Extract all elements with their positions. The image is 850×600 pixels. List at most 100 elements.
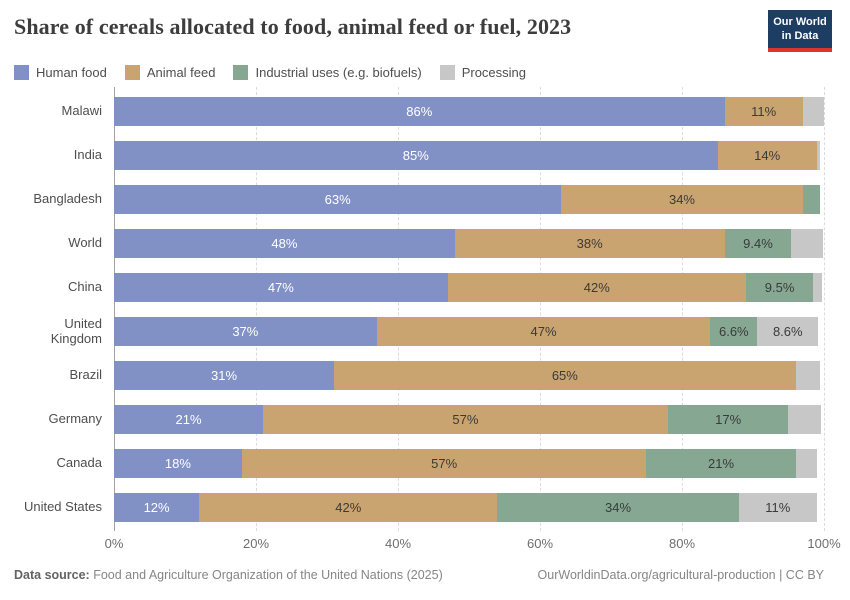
bar-value-label: 42% (335, 500, 362, 516)
bar-value-label: 6.6% (718, 324, 749, 340)
bar-value-label: 63% (324, 192, 351, 208)
category-label: India (73, 147, 102, 163)
category-label: Bangladesh (33, 191, 102, 207)
bar-row: China 47% 42% 9.5% (14, 266, 824, 310)
category-label: World (68, 235, 102, 251)
category-label: Malawi (61, 103, 102, 119)
bar-segment[interactable]: 47% (376, 317, 711, 347)
legend: Human food Animal feed Industrial uses (e.… (14, 64, 832, 80)
bar-track: 47% 42% 9.5% (114, 273, 824, 303)
bar-row: Germany 21% 57% 17% (14, 398, 824, 442)
bar-value-label: 9.5% (764, 280, 795, 296)
category-label: Germany (48, 411, 102, 427)
bar-value-label: 37% (232, 324, 259, 340)
bar-row: Canada 18% 57% 21% (14, 442, 824, 486)
category-label: United States (23, 499, 102, 515)
bar-segment[interactable]: 37% (114, 317, 377, 347)
bar-segment[interactable]: 31% (114, 361, 335, 391)
bar-segment[interactable]: 86% (114, 97, 725, 127)
bar-value-label: 65% (551, 368, 578, 384)
grid-overlay (114, 86, 825, 531)
bar-value-label: 14% (754, 148, 781, 164)
legend-item-0[interactable]: Human food (14, 64, 107, 80)
bar-segment[interactable]: 18% (114, 449, 242, 479)
bar-row: United States 12% 42% 34% 11% (14, 486, 824, 530)
bar-segment[interactable] (795, 449, 817, 479)
legend-item-label: Industrial uses (e.g. biofuels) (255, 64, 422, 80)
owid-logo[interactable]: Our World in Data (768, 10, 832, 52)
bar-segment[interactable] (816, 141, 821, 171)
x-tick-label: 60% (526, 535, 554, 551)
bar-value-label: 85% (402, 148, 429, 164)
bar-segment[interactable]: 34% (497, 493, 739, 523)
bar-value-label: 86% (406, 104, 433, 120)
bar-segment[interactable] (791, 229, 823, 259)
legend-swatch-icon (439, 64, 455, 80)
bar-track: 63% 34% (114, 185, 824, 215)
gridline-60 (540, 86, 541, 531)
bar-segment[interactable]: 47% (114, 273, 448, 303)
owid-logo-line1: Our World (773, 16, 827, 28)
bar-segment[interactable]: 8.6% (757, 317, 819, 347)
bar-row: United Kingdom 37% 47% 6.6% 8.6% (14, 310, 824, 354)
bar-segment[interactable]: 38% (454, 229, 725, 259)
bar-segment[interactable]: 9.5% (745, 273, 814, 303)
data-source-label: Data source: (14, 567, 90, 582)
bar-segment[interactable]: 14% (717, 141, 817, 171)
bar-segment[interactable] (788, 405, 822, 435)
legend-item-3[interactable]: Processing (439, 64, 526, 80)
bar-segment[interactable]: 34% (561, 185, 803, 215)
bar-row: India 85% 14% (14, 134, 824, 178)
gridline-40 (398, 86, 399, 531)
bar-value-label: 34% (605, 500, 632, 516)
bar-segment[interactable]: 63% (114, 185, 562, 215)
bar-segment[interactable]: 48% (114, 229, 455, 259)
bar-track: 21% 57% 17% (114, 405, 824, 435)
x-tick-label: 0% (104, 535, 124, 551)
data-source-text: Food and Agriculture Organization of the… (93, 567, 443, 582)
bar-segment[interactable]: 6.6% (710, 317, 758, 347)
data-source: Data source: Food and Agriculture Organi… (14, 568, 443, 582)
y-axis-line (114, 86, 115, 531)
bar-value-label: 47% (530, 324, 557, 340)
bar-segment[interactable]: 85% (114, 141, 718, 171)
bar-segment[interactable]: 12% (114, 493, 200, 523)
bar-track: 31% 65% (114, 361, 824, 391)
chart-footer: Data source: Food and Agriculture Organi… (14, 568, 824, 582)
category-label: United Kingdom (50, 316, 102, 346)
bar-value-label: 9.4% (743, 236, 773, 252)
chart-header: Share of cereals allocated to food, anim… (0, 0, 850, 52)
bar-value-label: 34% (668, 192, 695, 208)
bar-segment[interactable]: 9.4% (724, 229, 792, 259)
credit-link[interactable]: OurWorldinData.org/agricultural-producti… (537, 567, 824, 582)
x-tick-label: 40% (384, 535, 412, 551)
bar-track: 86% 11% (114, 97, 824, 127)
bar-segment[interactable]: 11% (724, 97, 803, 127)
bar-value-label: 48% (271, 236, 298, 252)
owid-logo-line2: in Data (781, 30, 819, 43)
bar-row: Brazil 31% 65% (14, 354, 824, 398)
bar-segment[interactable] (802, 185, 821, 215)
owid-logo-text: Our World in Data (768, 10, 832, 48)
bar-track: 18% 57% 21% (114, 449, 824, 479)
legend-item-1[interactable]: Animal feed (124, 64, 216, 80)
bar-segment[interactable]: 42% (447, 273, 746, 303)
bar-segment[interactable]: 21% (646, 449, 796, 479)
bar-value-label: 18% (164, 456, 191, 472)
category-label: Brazil (69, 367, 102, 383)
bar-segment[interactable] (802, 97, 824, 127)
bar-segment[interactable]: 42% (199, 493, 498, 523)
bar-row: World 48% 38% 9.4% (14, 222, 824, 266)
bar-value-label: 42% (583, 280, 610, 296)
bar-segment[interactable] (795, 361, 821, 391)
legend-item-label: Animal feed (146, 64, 216, 80)
bar-value-label: 47% (267, 280, 294, 296)
bar-segment[interactable] (813, 273, 822, 303)
bar-segment[interactable]: 65% (334, 361, 796, 391)
bar-segment[interactable]: 21% (114, 405, 264, 435)
bar-segment[interactable]: 17% (667, 405, 789, 435)
bar-segment[interactable]: 57% (241, 449, 647, 479)
bar-segment[interactable]: 11% (738, 493, 817, 523)
legend-item-2[interactable]: Industrial uses (e.g. biofuels) (233, 64, 422, 80)
bar-segment[interactable]: 57% (263, 405, 668, 435)
